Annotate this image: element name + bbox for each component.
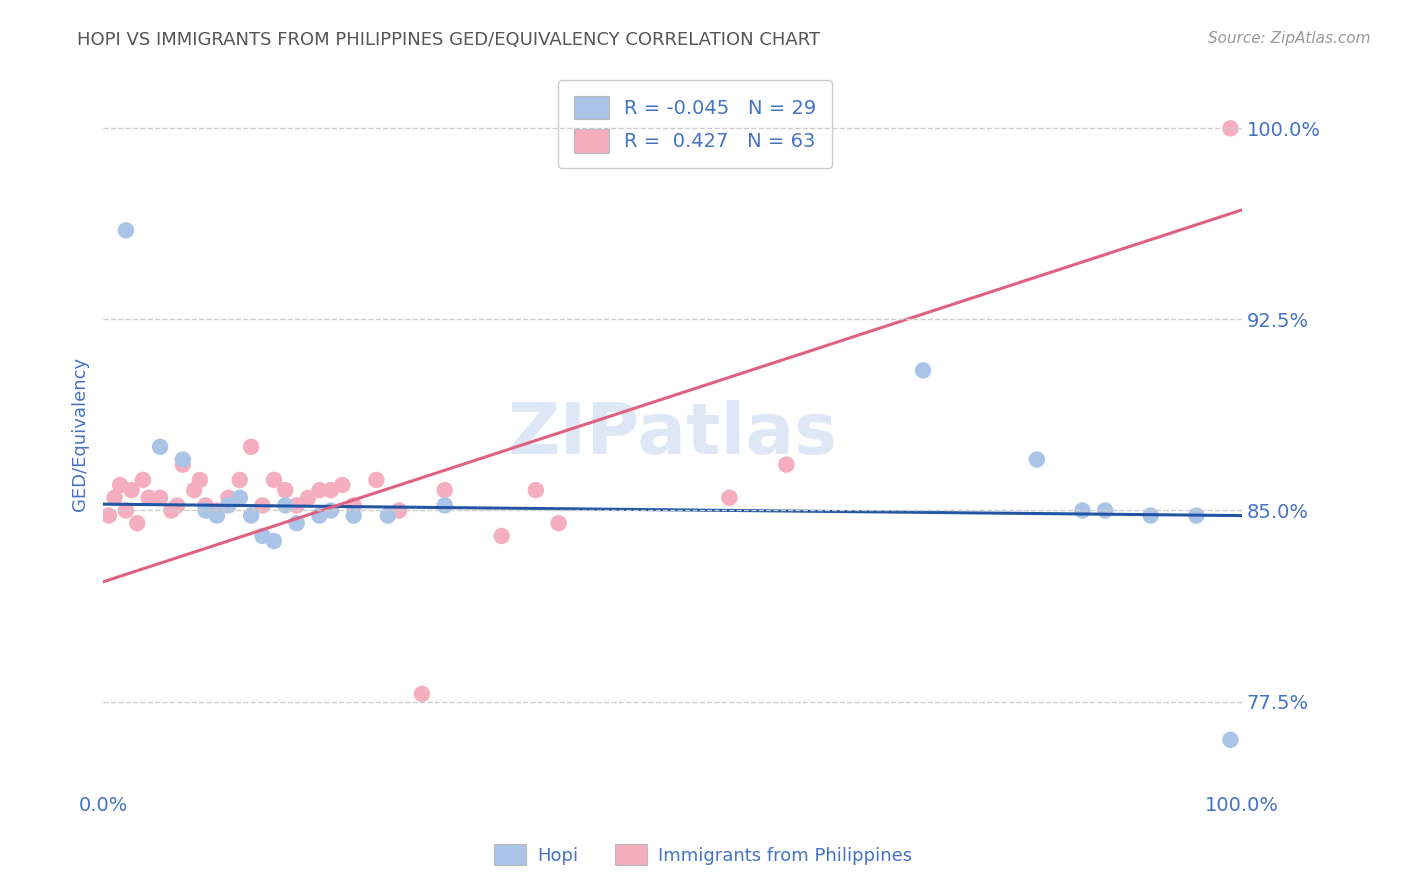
Point	[1139, 508, 1161, 523]
Point	[205, 508, 228, 523]
Point	[319, 483, 342, 497]
Point	[718, 491, 741, 505]
Point	[229, 491, 252, 505]
Point	[149, 440, 172, 454]
Point	[285, 499, 308, 513]
Point	[263, 534, 285, 549]
Point	[252, 499, 274, 513]
Point	[330, 478, 353, 492]
Point	[217, 499, 239, 513]
Point	[263, 473, 285, 487]
Point	[308, 483, 330, 497]
Point	[524, 483, 547, 497]
Point	[127, 516, 149, 531]
Point	[183, 483, 205, 497]
Point	[115, 223, 138, 237]
Point	[366, 473, 388, 487]
Point	[274, 499, 297, 513]
Point	[388, 503, 411, 517]
Point	[115, 503, 138, 517]
Point	[433, 483, 456, 497]
Legend: R = -0.045   N = 29, R =  0.427   N = 63: R = -0.045 N = 29, R = 0.427 N = 63	[558, 80, 832, 169]
Point	[1185, 508, 1208, 523]
Text: Source: ZipAtlas.com: Source: ZipAtlas.com	[1208, 31, 1371, 46]
Point	[172, 452, 194, 467]
Point	[1071, 503, 1094, 517]
Point	[229, 473, 252, 487]
Point	[547, 516, 569, 531]
Point	[308, 508, 330, 523]
Point	[343, 508, 366, 523]
Point	[1094, 503, 1116, 517]
Point	[297, 491, 319, 505]
Point	[285, 516, 308, 531]
Point	[217, 491, 239, 505]
Text: ZIPatlas: ZIPatlas	[508, 400, 838, 468]
Y-axis label: GED/Equivalency: GED/Equivalency	[72, 357, 89, 511]
Point	[121, 483, 143, 497]
Point	[1219, 121, 1241, 136]
Point	[166, 499, 188, 513]
Text: HOPI VS IMMIGRANTS FROM PHILIPPINES GED/EQUIVALENCY CORRELATION CHART: HOPI VS IMMIGRANTS FROM PHILIPPINES GED/…	[77, 31, 821, 49]
Point	[172, 458, 194, 472]
Point	[188, 473, 211, 487]
Point	[411, 687, 433, 701]
Point	[775, 458, 797, 472]
Point	[97, 508, 120, 523]
Point	[274, 483, 297, 497]
Point	[433, 499, 456, 513]
Point	[240, 440, 263, 454]
Point	[205, 503, 228, 517]
Point	[194, 503, 217, 517]
Point	[194, 499, 217, 513]
Legend: Hopi, Immigrants from Philippines: Hopi, Immigrants from Philippines	[486, 837, 920, 872]
Point	[103, 491, 125, 505]
Point	[319, 503, 342, 517]
Point	[1219, 732, 1241, 747]
Point	[377, 508, 399, 523]
Point	[240, 508, 263, 523]
Point	[343, 499, 366, 513]
Point	[138, 491, 160, 505]
Point	[252, 529, 274, 543]
Point	[911, 363, 934, 377]
Point	[491, 529, 513, 543]
Point	[160, 503, 183, 517]
Point	[149, 491, 172, 505]
Point	[132, 473, 155, 487]
Point	[1025, 452, 1047, 467]
Point	[108, 478, 131, 492]
